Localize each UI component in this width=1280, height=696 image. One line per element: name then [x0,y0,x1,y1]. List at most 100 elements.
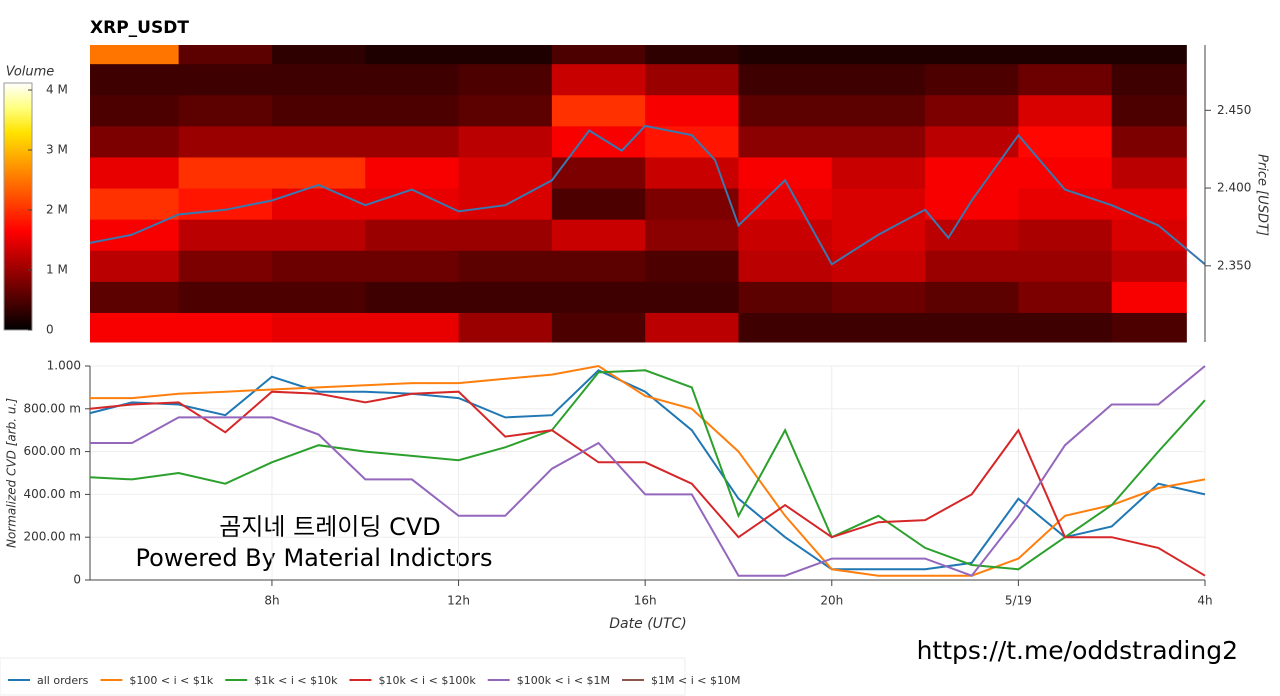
heat-cell [1111,45,1187,65]
heat-cell [458,188,553,220]
heat-cell [178,312,273,343]
heat-cell [645,45,739,65]
heat-cell [365,250,460,282]
legend-label: $100k < i < $1M [517,674,610,687]
heat-cell [925,45,1019,65]
heat-cell [365,45,460,65]
y-tick-label: 2.450 [1217,103,1251,117]
heat-cell [365,219,460,251]
heat-cell [458,219,553,251]
heat-cell [271,94,366,127]
heat-cell [1111,156,1187,189]
colorbar-tick-label: 2 M [46,203,68,217]
price-line [89,124,1206,266]
heat-cell [271,250,366,282]
heat-cell [925,250,1019,282]
colorbar-label: Volume [6,65,55,80]
x-tick-label: 5/19 [1005,594,1032,608]
heat-cell [271,312,366,343]
x-tick-label: 16h [634,594,657,608]
y-axis-label: Normalized CVD [arb. u.] [5,398,19,548]
heat-cell [458,63,553,96]
heat-cell [925,94,1019,127]
x-tick-label: 12h [447,594,470,608]
y-tick-label: 1.000 [47,359,81,373]
heat-cell [458,156,553,189]
heat-cell [645,219,739,251]
heat-cell [1018,250,1113,282]
heat-cell [831,125,926,158]
heat-cell [365,156,460,189]
heat-cell [271,219,366,251]
heat-cell [738,125,833,158]
heat-cell [551,219,646,251]
y-tick-label: 800.00 m [24,401,82,415]
heat-cell [271,63,366,96]
colorbar-tick-label: 1 M [46,263,68,277]
heat-cell [738,312,833,343]
x-tick-label: 20h [820,594,843,608]
heat-cell [458,94,553,127]
heat-cell [1018,45,1113,65]
heat-cell [831,63,926,96]
heat-cell [925,281,1019,313]
y-tick-label: 600.00 m [24,444,82,458]
heat-cell [551,156,646,189]
heat-cell [645,156,739,189]
heat-cell [365,94,460,127]
heat-cell [271,156,366,189]
heat-cell [458,250,553,282]
x-tick-label: 8h [264,594,279,608]
heat-cell [458,281,553,313]
heat-cell [645,188,739,220]
heat-cell [1018,156,1113,189]
heat-cell [178,219,273,251]
heat-cell [1111,250,1187,282]
series-line [90,365,1206,577]
heat-cell [551,63,646,96]
heat-cell [925,156,1019,189]
heat-cell [90,219,180,251]
heat-cell [738,250,833,282]
y-axis-label: Price [USDT] [1255,154,1270,236]
heat-cell [738,63,833,96]
heat-cell [551,250,646,282]
heat-cell [1018,219,1113,251]
heat-cell [178,156,273,189]
series-line [90,364,1206,577]
colorbar-tick-label: 3 M [46,143,68,157]
heat-cell [551,312,646,343]
heat-cell [551,94,646,127]
heat-cell [738,188,833,220]
y-tick-label: 400.00 m [24,487,82,501]
series-line [89,390,1206,577]
heat-cell [645,94,739,127]
watermark: 곰지네 트레이딩 CVD [219,513,440,541]
heat-cell [1018,188,1113,220]
heat-cell [178,250,273,282]
heat-cell [1111,219,1187,251]
heat-cell [458,312,553,343]
chart-title: XRP_USDT [90,18,189,38]
heat-cell [365,281,460,313]
heat-cell [1111,125,1187,158]
x-axis-label: Date (UTC) [609,616,686,632]
heat-cell [365,188,460,220]
heat-cell [271,45,366,65]
heat-cell [645,125,739,158]
colorbar-tick-label: 0 [46,323,54,337]
heat-cell [1018,94,1113,127]
heat-cell [1111,312,1187,343]
heat-cell [271,125,366,158]
heat-cell [271,281,366,313]
heat-cell [1111,281,1187,313]
heat-cell [1111,94,1187,127]
legend-label: $10k < i < $100k [378,674,476,687]
heat-cell [925,188,1019,220]
y-tick-label: 0 [73,573,81,587]
heat-cell [925,125,1019,158]
heat-cell [90,45,180,65]
legend-label: $1k < i < $10k [254,674,338,687]
heat-cell [458,125,553,158]
heat-cell [1111,63,1187,96]
